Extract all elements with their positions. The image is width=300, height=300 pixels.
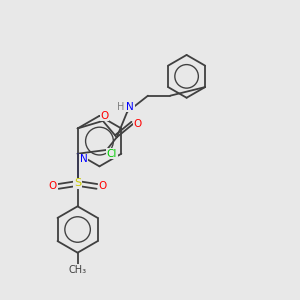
Text: H: H [117,102,124,112]
Text: N: N [80,154,87,164]
Text: O: O [100,110,109,121]
Text: Cl: Cl [107,149,117,159]
Text: CH₃: CH₃ [68,265,87,275]
Text: S: S [74,178,81,188]
Text: O: O [49,182,57,191]
Text: O: O [98,182,106,191]
Text: O: O [134,119,142,129]
Text: N: N [126,102,134,112]
